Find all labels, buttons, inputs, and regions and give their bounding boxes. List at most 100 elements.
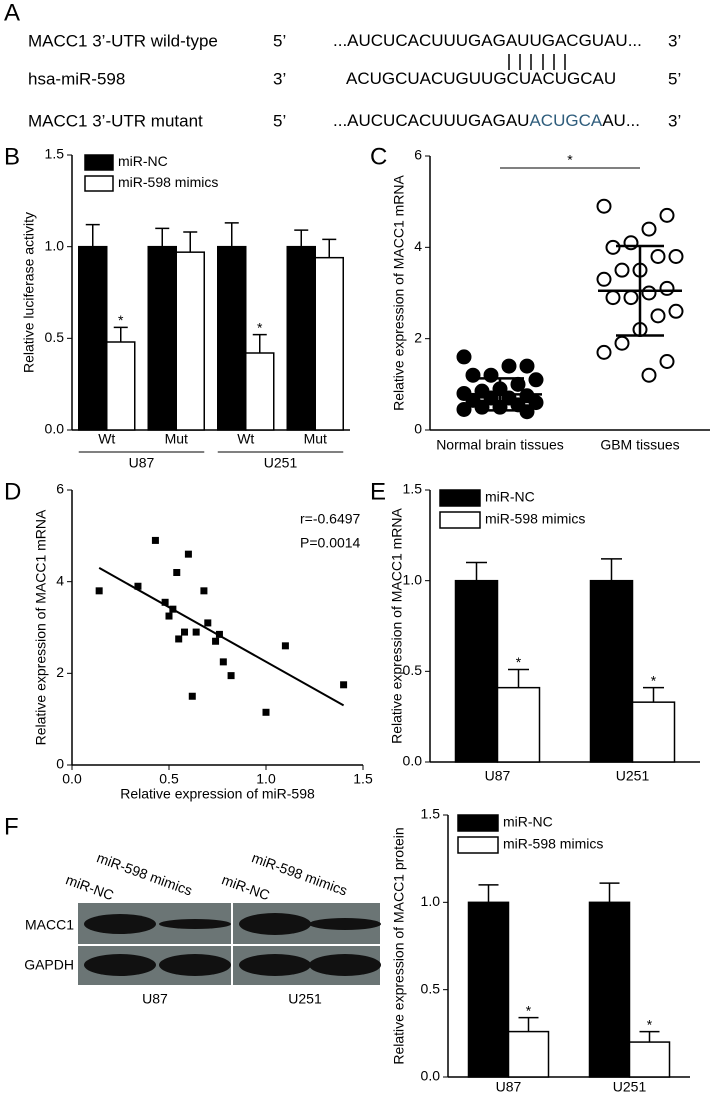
bar <box>467 901 510 1078</box>
y-tick-label: 1.5 <box>403 481 423 497</box>
data-point <box>340 681 348 689</box>
data-point <box>474 399 490 415</box>
legend-label: miR-NC <box>118 153 168 169</box>
y-tick-label: 0 <box>414 421 422 437</box>
data-point <box>528 372 544 388</box>
legend-swatch <box>84 175 114 192</box>
bar <box>589 579 634 763</box>
x-tick-label: 1.0 <box>256 771 276 787</box>
data-point <box>519 358 535 374</box>
data-point <box>184 550 192 558</box>
data-point <box>219 658 227 666</box>
data-point <box>641 221 657 237</box>
sequence-part: AU... <box>602 111 640 130</box>
data-point <box>200 587 208 595</box>
lane-label: miR-NC <box>220 871 272 903</box>
sequence: ...AUCUCACUUUGAGAUACUGCAAU... <box>333 111 640 130</box>
panel-label: D <box>4 478 21 505</box>
error-bar <box>599 882 620 903</box>
data-point <box>501 358 517 374</box>
legend-label: miR-NC <box>503 814 553 830</box>
bar <box>628 1041 671 1078</box>
y-axis-label: Relative expression of MACC1 mRNA <box>389 507 405 743</box>
data-point <box>227 672 235 680</box>
data-point <box>641 367 657 383</box>
strand-end: 5’ <box>273 111 286 130</box>
x-tick-label: U87 <box>485 768 511 784</box>
bar <box>106 341 136 431</box>
legend-label: miR-598 mimics <box>118 174 218 190</box>
data-point <box>456 401 472 417</box>
data-point <box>212 637 220 645</box>
significance-mark: * <box>526 1002 532 1018</box>
bar <box>286 245 316 431</box>
sequence-part: ...AUCUCACUUUGAGAU <box>333 111 529 130</box>
error-bar <box>466 561 487 581</box>
x-tick-label: 1.5 <box>353 771 373 787</box>
bar <box>454 579 499 763</box>
blot-band <box>84 914 156 934</box>
data-point <box>650 248 666 264</box>
bar <box>631 701 676 763</box>
error-bar <box>183 231 198 253</box>
y-tick-label: 0 <box>56 756 64 772</box>
sd-bar <box>616 244 664 337</box>
sequence-label: MACC1 3’-UTR mutant <box>28 111 203 130</box>
y-axis-label: Relative expression of MACC1 mRNA <box>33 509 49 745</box>
sequence: ...AUCUCACUUUGAGAUUGACGUAU... <box>333 31 642 50</box>
data-point <box>668 248 684 264</box>
data-point <box>192 628 200 636</box>
y-tick-label: 1.0 <box>421 893 441 909</box>
error-bar <box>518 1016 539 1032</box>
data-point <box>262 708 270 716</box>
data-point <box>95 587 103 595</box>
bar <box>245 352 275 431</box>
bar <box>314 256 344 431</box>
data-point <box>659 354 675 369</box>
blot-band <box>159 954 231 976</box>
error-bar <box>508 668 529 688</box>
panel-label: F <box>4 813 19 840</box>
significance-mark: * <box>647 1016 653 1032</box>
y-tick-label: 2 <box>414 329 422 345</box>
blot-band <box>239 913 311 935</box>
significance-mark: * <box>118 312 124 328</box>
bar <box>147 245 177 431</box>
x-tick-label: U87 <box>496 1079 522 1095</box>
sequence-label: MACC1 3’-UTR wild-type <box>28 31 218 50</box>
data-point <box>605 290 621 306</box>
significance-mark: * <box>516 654 522 670</box>
y-tick-label: 1.5 <box>421 806 441 822</box>
group-label: U251 <box>288 991 322 1007</box>
legend-swatch <box>439 511 481 529</box>
y-tick-label: 1.0 <box>403 571 423 587</box>
x-tick-label: Normal brain tissues <box>436 437 564 453</box>
strand-end: 5’ <box>668 69 681 88</box>
data-point <box>134 582 142 590</box>
blot-band <box>84 954 156 976</box>
data-point <box>614 335 630 351</box>
error-bar <box>224 222 239 247</box>
group-label: U87 <box>142 991 168 1007</box>
fit-line <box>98 567 345 707</box>
data-point <box>483 367 499 383</box>
y-tick-label: 2 <box>56 664 64 680</box>
data-point <box>175 635 183 643</box>
data-point <box>281 642 289 650</box>
error-bar <box>113 326 128 342</box>
data-point <box>650 308 666 324</box>
data-point <box>161 598 169 606</box>
data-point <box>659 207 675 223</box>
legend-swatch <box>84 154 114 171</box>
error-bar <box>85 223 100 247</box>
legend-swatch <box>439 489 481 507</box>
bar <box>175 251 205 431</box>
row-label: GAPDH <box>24 957 74 973</box>
data-point <box>596 198 612 214</box>
error-bar <box>601 558 622 581</box>
x-tick-label: Mut <box>304 431 327 447</box>
data-point <box>465 367 481 383</box>
sd-bar <box>476 377 524 412</box>
